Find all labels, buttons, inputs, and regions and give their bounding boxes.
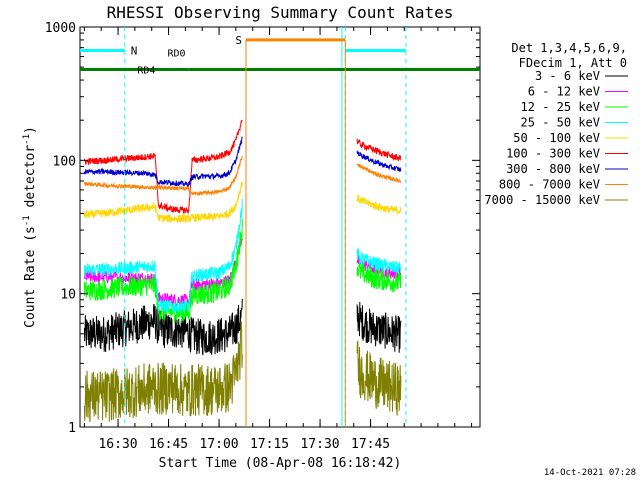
decim-rd4-label: RD4: [137, 66, 155, 77]
series-5-trace-0: [83, 119, 243, 214]
y-axis-label-sup-1: -1: [22, 215, 32, 226]
series-7-trace-0: [83, 155, 243, 197]
series-7: [83, 155, 402, 197]
series-8-trace-1: [356, 339, 402, 416]
legend-label-6: 300 - 800 keV: [506, 162, 600, 176]
series-2-trace-1: [356, 262, 402, 293]
series-4-trace-0: [83, 181, 243, 223]
legend-header-0: Det 1,3,4,5,6,9,: [511, 41, 627, 55]
legend-label-7: 800 - 7000 keV: [499, 178, 600, 192]
x-tick-label-5: 17:45: [351, 437, 390, 452]
x-tick-label-1: 16:45: [149, 437, 188, 452]
x-tick-label-3: 17:15: [250, 437, 289, 452]
x-tick-label-0: 16:30: [98, 437, 137, 452]
legend-label-5: 100 - 300 keV: [506, 147, 600, 161]
decim-rd0-label: RD0: [167, 49, 185, 60]
legend-label-4: 50 - 100 keV: [513, 131, 600, 145]
y-tick-label-3: 1000: [45, 21, 76, 36]
y-tick-label-2: 100: [53, 154, 76, 169]
legend-label-8: 7000 - 15000 keV: [484, 193, 600, 207]
night-label: N: [131, 44, 138, 57]
x-tick-label-4: 17:30: [300, 437, 339, 452]
series-layer: [83, 119, 402, 423]
series-1: [83, 238, 402, 309]
legend-header-1: FDecim 1, Att 0: [519, 56, 627, 70]
saa-label: S: [235, 34, 242, 47]
datestamp: 14-Oct-2021 07:28: [544, 468, 636, 478]
series-3-trace-0: [83, 198, 243, 315]
y-tick-label-1: 10: [60, 288, 76, 303]
series-4-trace-1: [356, 194, 402, 215]
legend-label-1: 6 - 12 keV: [528, 85, 600, 99]
legend: Det 1,3,4,5,6,9,FDecim 1, Att 03 - 6 keV…: [484, 41, 628, 207]
series-5: [83, 119, 402, 214]
series-8-trace-0: [83, 321, 243, 423]
series-8: [83, 321, 402, 423]
series-2-trace-0: [83, 218, 243, 324]
series-4: [83, 181, 402, 223]
y-axis-label: Count Rate (s-1 detector-1): [22, 126, 38, 328]
series-6-trace-0: [83, 136, 243, 188]
axes-layer: 16:30 16:45 17:00 17:15 17:30 17:45 1 10 100 1000: [45, 21, 480, 452]
y-axis-label-sup-2: -1: [22, 134, 32, 145]
chart-title: RHESSI Observing Summary Count Rates: [107, 3, 454, 22]
series-6-trace-1: [356, 150, 402, 173]
legend-label-3: 25 - 50 keV: [521, 116, 600, 130]
series-5-trace-1: [356, 138, 402, 162]
legend-label-0: 3 - 6 keV: [535, 69, 600, 83]
series-6: [83, 136, 402, 188]
legend-label-2: 12 - 25 keV: [521, 100, 600, 114]
series-0-trace-1: [356, 301, 402, 353]
series-7-trace-1: [356, 163, 402, 184]
series-2: [83, 218, 402, 324]
series-3-trace-1: [356, 247, 402, 274]
y-tick-label-0: 1: [68, 421, 76, 436]
series-0: [83, 298, 402, 356]
annotation-layer: N RD0 RD4 S: [80, 27, 480, 427]
series-3: [83, 198, 402, 315]
series-0-trace-0: [83, 298, 243, 356]
x-tick-label-2: 17:00: [199, 437, 238, 452]
plot-area-frame: [79, 26, 481, 428]
x-axis-label: Start Time (08-Apr-08 16:18:42): [159, 456, 402, 471]
